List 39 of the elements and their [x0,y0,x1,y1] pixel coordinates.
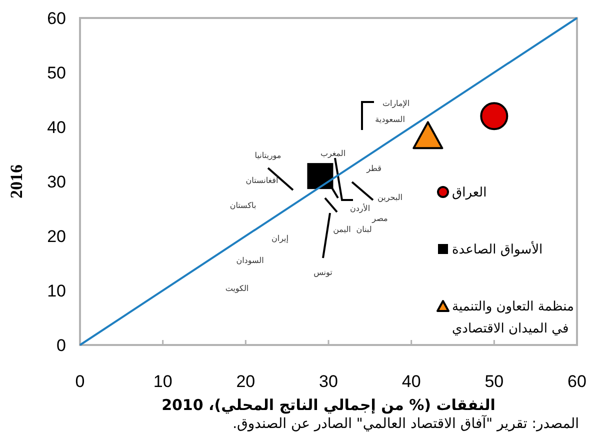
annotation: البحرين [378,192,402,202]
x-tick-label: 40 [402,372,421,391]
annotation: إيران [272,234,288,243]
annotation: مصر [371,214,388,223]
annotation: أفغانستان [246,174,278,185]
legend-label: منظمة التعاون والتنمية في الميدان الاقتصادي [452,300,574,337]
annotation: موريتانيا [254,150,282,160]
y-tick-label: 0 [56,336,66,355]
x-tick-label: 30 [319,372,338,391]
x-tick-label: 20 [236,372,256,391]
text: المصدر: تقرير "آفاق الاقتصاد العالمي" الصادر عن الصندوق. [232,414,579,432]
x-tick-label: 50 [484,372,504,391]
annotation: المغرب [320,148,346,158]
y-tick-label: 20 [47,226,66,246]
annotation: لبنان [356,224,372,234]
y-tick-label: 40 [47,118,66,137]
x-axis-title: النفقات (% من إجمالي الناتج المحلي)، 2010 [162,396,496,414]
annotation: قطر [366,164,382,173]
point [307,163,334,190]
annotation: الكويت [225,284,249,293]
x-tick-label: 60 [568,372,586,391]
point [480,102,508,130]
annotation: السودان [236,256,264,265]
annotation: السعودية [375,114,405,124]
legend-label: الأسواق الصاعدة [452,240,543,258]
annotation: الأردن [350,202,370,213]
x-tick-label: 0 [75,372,85,391]
x-tick-label: 10 [153,372,172,391]
annotation: الإمارات [382,98,410,108]
legend-label: العراق [452,186,487,201]
y-tick-label: 60 [47,8,66,28]
y-axis-title: 2016 [7,164,26,198]
y-tick-label: 30 [47,172,66,192]
annotation: تونس [314,268,332,277]
annotation: باكستان [230,200,256,210]
point [412,121,444,150]
annotation: اليمن [333,224,351,234]
y-tick-label: 10 [47,281,66,300]
y-tick-label: 50 [47,63,66,82]
